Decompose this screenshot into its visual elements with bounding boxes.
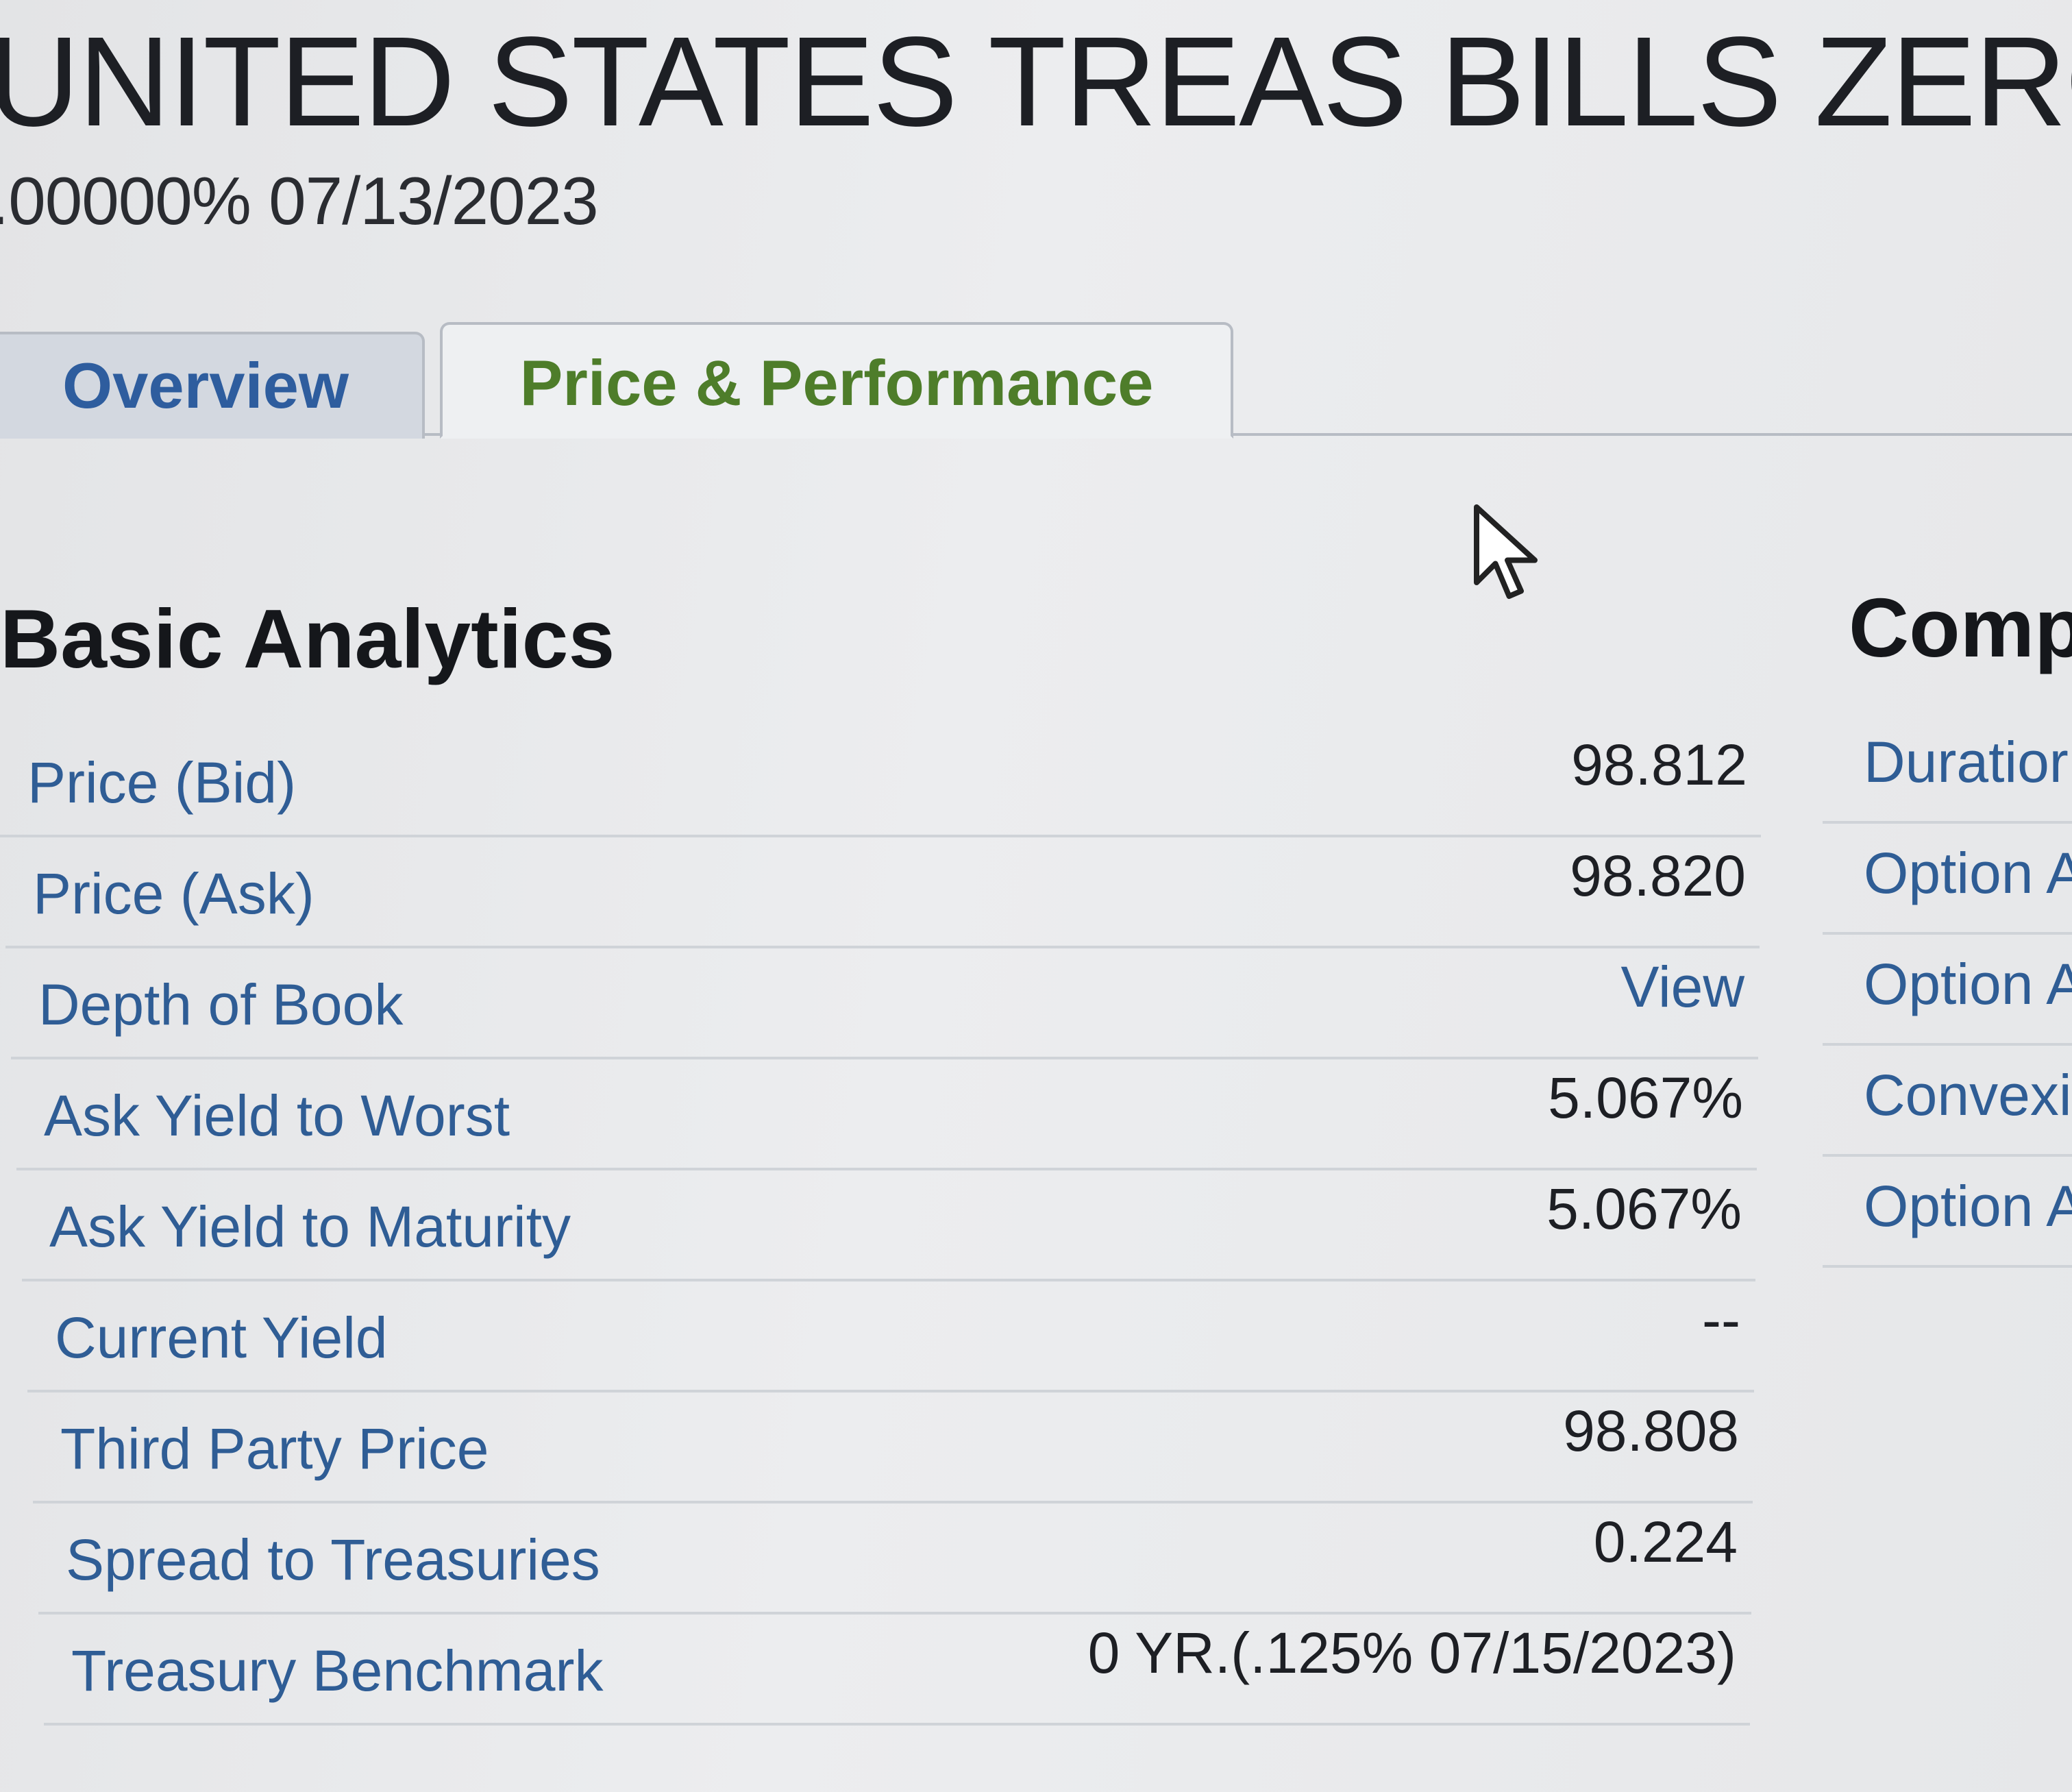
comp-section-title: Comp bbox=[1849, 581, 2072, 674]
basic-analytics-title: Basic Analytics bbox=[0, 592, 615, 685]
tab-bar: Overview Price & Performance bbox=[0, 322, 2072, 439]
price-ask-label[interactable]: Price (Ask) bbox=[33, 861, 314, 926]
analytics-row-current-yield: Current Yield -- bbox=[27, 1281, 1754, 1392]
spread-treasuries-value: 0.224 bbox=[1593, 1510, 1738, 1574]
ask-yield-worst-value: 5.067% bbox=[1548, 1066, 1743, 1130]
comp-row: Option A bbox=[1823, 935, 2072, 1046]
ask-yield-maturity-label[interactable]: Ask Yield to Maturity bbox=[49, 1194, 571, 1259]
analytics-row-ask-yield-worst: Ask Yield to Worst 5.067% bbox=[16, 1059, 1757, 1170]
ask-yield-worst-label[interactable]: Ask Yield to Worst bbox=[44, 1083, 510, 1148]
treasury-benchmark-label[interactable]: Treasury Benchmark bbox=[71, 1638, 604, 1703]
mouse-pointer-icon bbox=[1474, 504, 1538, 599]
comp-convexity-label[interactable]: Convexi bbox=[1864, 1063, 2072, 1127]
ask-yield-maturity-value: 5.067% bbox=[1546, 1177, 1742, 1241]
third-party-price-value: 98.808 bbox=[1563, 1399, 1739, 1463]
comp-option-label-3[interactable]: Option A bbox=[1864, 1174, 2072, 1238]
analytics-row-third-party-price: Third Party Price 98.808 bbox=[33, 1392, 1753, 1503]
analytics-row-price-ask: Price (Ask) 98.820 bbox=[5, 837, 1760, 948]
security-title: UNITED STATES TREAS BILLS ZERO bbox=[0, 11, 2072, 153]
current-yield-label[interactable]: Current Yield bbox=[55, 1305, 388, 1370]
comp-row: Option A bbox=[1823, 824, 2072, 935]
security-subtitle: .00000% 07/13/2023 bbox=[0, 163, 599, 238]
comp-row: Duratior bbox=[1823, 713, 2072, 824]
current-yield-value: -- bbox=[1702, 1288, 1740, 1352]
analytics-row-ask-yield-maturity: Ask Yield to Maturity 5.067% bbox=[22, 1170, 1755, 1281]
tab-overview[interactable]: Overview bbox=[0, 332, 425, 439]
analytics-row-price-bid: Price (Bid) 98.812 bbox=[0, 726, 1761, 837]
price-bid-value: 98.812 bbox=[1571, 733, 1747, 797]
comp-duration-label[interactable]: Duratior bbox=[1864, 730, 2069, 794]
comp-row: Option A bbox=[1823, 1157, 2072, 1268]
price-bid-label[interactable]: Price (Bid) bbox=[27, 750, 297, 815]
price-ask-value: 98.820 bbox=[1570, 844, 1746, 908]
spread-treasuries-label[interactable]: Spread to Treasuries bbox=[66, 1527, 600, 1592]
comp-row: Convexi bbox=[1823, 1046, 2072, 1157]
analytics-row-treasury-benchmark: Treasury Benchmark 0 YR.(.125% 07/15/202… bbox=[44, 1615, 1750, 1726]
analytics-row-depth-of-book: Depth of Book View bbox=[11, 948, 1758, 1059]
comp-option-label-2[interactable]: Option A bbox=[1864, 952, 2072, 1016]
analytics-row-spread-treasuries: Spread to Treasuries 0.224 bbox=[38, 1503, 1751, 1615]
tab-price-performance[interactable]: Price & Performance bbox=[440, 322, 1233, 439]
depth-of-book-label[interactable]: Depth of Book bbox=[38, 972, 404, 1037]
depth-of-book-view-link[interactable]: View bbox=[1620, 955, 1744, 1019]
comp-option-label-1[interactable]: Option A bbox=[1864, 841, 2072, 905]
third-party-price-label[interactable]: Third Party Price bbox=[60, 1416, 489, 1481]
treasury-benchmark-value: 0 YR.(.125% 07/15/2023) bbox=[1087, 1621, 1736, 1685]
